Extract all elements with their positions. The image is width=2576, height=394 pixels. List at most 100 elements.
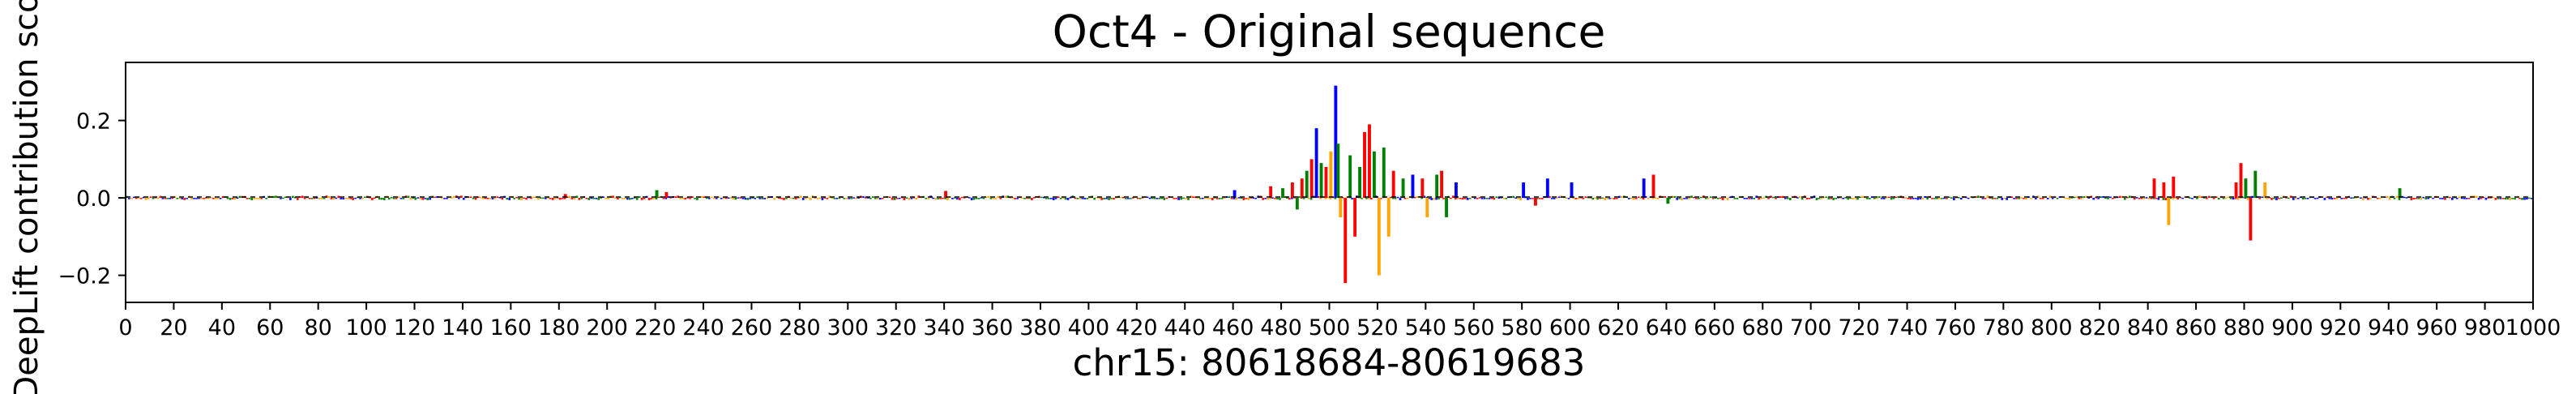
baseline-bar bbox=[154, 197, 157, 199]
baseline-bar bbox=[1709, 196, 1712, 199]
x-tick-label: 100 bbox=[345, 315, 387, 340]
contribution-bar-40 bbox=[1545, 178, 1549, 199]
baseline-bar bbox=[2125, 196, 2129, 199]
baseline-bar bbox=[1921, 198, 1925, 200]
contribution-bar-3 bbox=[944, 191, 948, 199]
y-axis-label: DeepLift contribution sco bbox=[8, 0, 45, 394]
contribution-bar-31 bbox=[1411, 174, 1415, 199]
baseline-bar bbox=[523, 197, 525, 199]
baseline-bar bbox=[451, 197, 453, 199]
baseline-bar bbox=[2215, 196, 2218, 199]
baseline-bar bbox=[1984, 198, 1987, 199]
baseline-bar bbox=[327, 195, 331, 199]
baseline-bar bbox=[1839, 197, 1843, 199]
baseline-bar bbox=[1880, 198, 1883, 199]
x-tick-label: 700 bbox=[1790, 315, 1832, 340]
baseline-bar bbox=[1634, 198, 1638, 199]
baseline-bar bbox=[766, 197, 768, 199]
x-tick-label: 760 bbox=[1934, 315, 1976, 340]
baseline-bar bbox=[1892, 198, 1895, 199]
baseline-bar bbox=[1801, 198, 1804, 200]
baseline-bar bbox=[2087, 197, 2091, 199]
baseline-bar bbox=[1309, 198, 1313, 200]
baseline-bar bbox=[2395, 195, 2399, 199]
baseline-bar bbox=[1589, 197, 1592, 199]
baseline-bar bbox=[1616, 198, 1618, 199]
baseline-bar bbox=[1396, 196, 1399, 199]
baseline-bar bbox=[2521, 198, 2523, 200]
baseline-bar bbox=[1163, 198, 1166, 200]
baseline-bar bbox=[612, 195, 614, 199]
baseline-bar bbox=[1664, 196, 1667, 199]
baseline-bar bbox=[595, 198, 598, 199]
baseline-bar bbox=[905, 197, 908, 199]
baseline-bar bbox=[1948, 196, 1950, 199]
baseline-bar bbox=[982, 198, 985, 199]
baseline-bar bbox=[181, 198, 184, 199]
baseline-bar bbox=[1500, 197, 1503, 199]
x-tick-label: 560 bbox=[1453, 315, 1495, 340]
baseline-bar bbox=[821, 198, 824, 200]
baseline-bar bbox=[751, 197, 754, 199]
baseline-bar bbox=[1066, 198, 1070, 200]
baseline-bar bbox=[407, 195, 410, 199]
baseline-bar bbox=[387, 198, 391, 200]
baseline-bar bbox=[233, 198, 237, 200]
x-tick-label: 400 bbox=[1068, 315, 1110, 340]
baseline-bar bbox=[446, 198, 448, 199]
contribution-bar-44 bbox=[1666, 198, 1670, 204]
baseline-bar bbox=[426, 198, 429, 200]
baseline-bar bbox=[1601, 197, 1604, 199]
baseline-bar bbox=[1267, 198, 1269, 200]
baseline-bar bbox=[744, 198, 747, 200]
baseline-bar bbox=[1076, 198, 1079, 199]
baseline-bar bbox=[1825, 196, 1828, 199]
baseline-bar bbox=[2304, 198, 2307, 199]
baseline-bar bbox=[1416, 196, 1419, 199]
baseline-bar bbox=[843, 198, 846, 199]
baseline-bar bbox=[1079, 198, 1082, 199]
x-tick-label: 160 bbox=[490, 315, 532, 340]
baseline-bar bbox=[633, 197, 636, 199]
baseline-bar bbox=[537, 198, 540, 200]
baseline-bar bbox=[1991, 198, 1994, 199]
baseline-bar bbox=[1767, 198, 1770, 199]
baseline-bar bbox=[2343, 198, 2345, 199]
baseline-bar bbox=[1430, 198, 1433, 200]
baseline-bar bbox=[2405, 197, 2408, 199]
x-tick-label: 420 bbox=[1116, 315, 1158, 340]
baseline-bar bbox=[997, 195, 1000, 199]
baseline-bar bbox=[655, 198, 658, 199]
baseline-bar bbox=[2287, 197, 2290, 199]
baseline-bar bbox=[2229, 198, 2232, 199]
baseline-bar bbox=[2145, 197, 2148, 199]
baseline-bar bbox=[2460, 197, 2463, 199]
baseline-bar bbox=[657, 196, 660, 199]
baseline-bar bbox=[1148, 197, 1151, 199]
baseline-bar bbox=[236, 197, 239, 199]
contribution-bar-5 bbox=[1269, 186, 1273, 199]
baseline-bar bbox=[1098, 197, 1100, 199]
baseline-bar bbox=[2292, 198, 2295, 200]
baseline-bar bbox=[284, 196, 287, 199]
baseline-bar bbox=[622, 198, 624, 199]
x-tick-label: 880 bbox=[2224, 315, 2266, 340]
baseline-bar bbox=[296, 198, 299, 200]
baseline-bar bbox=[1074, 197, 1077, 199]
baseline-bar bbox=[293, 197, 297, 199]
x-tick-label: 220 bbox=[634, 315, 677, 340]
x-tick-label: 580 bbox=[1501, 315, 1543, 340]
baseline-bar bbox=[2313, 198, 2317, 199]
baseline-bar bbox=[1480, 198, 1484, 199]
baseline-bar bbox=[1596, 198, 1599, 200]
baseline-bar bbox=[1611, 198, 1613, 199]
baseline-bar bbox=[732, 198, 735, 200]
baseline-bar bbox=[169, 198, 172, 199]
baseline-bar bbox=[1014, 198, 1016, 199]
baseline-bar bbox=[917, 195, 921, 199]
baseline-bar bbox=[1292, 197, 1296, 199]
baseline-bar bbox=[402, 198, 405, 199]
baseline-bar bbox=[1158, 198, 1161, 199]
baseline-bar bbox=[2039, 198, 2042, 199]
baseline-bar bbox=[910, 198, 913, 199]
